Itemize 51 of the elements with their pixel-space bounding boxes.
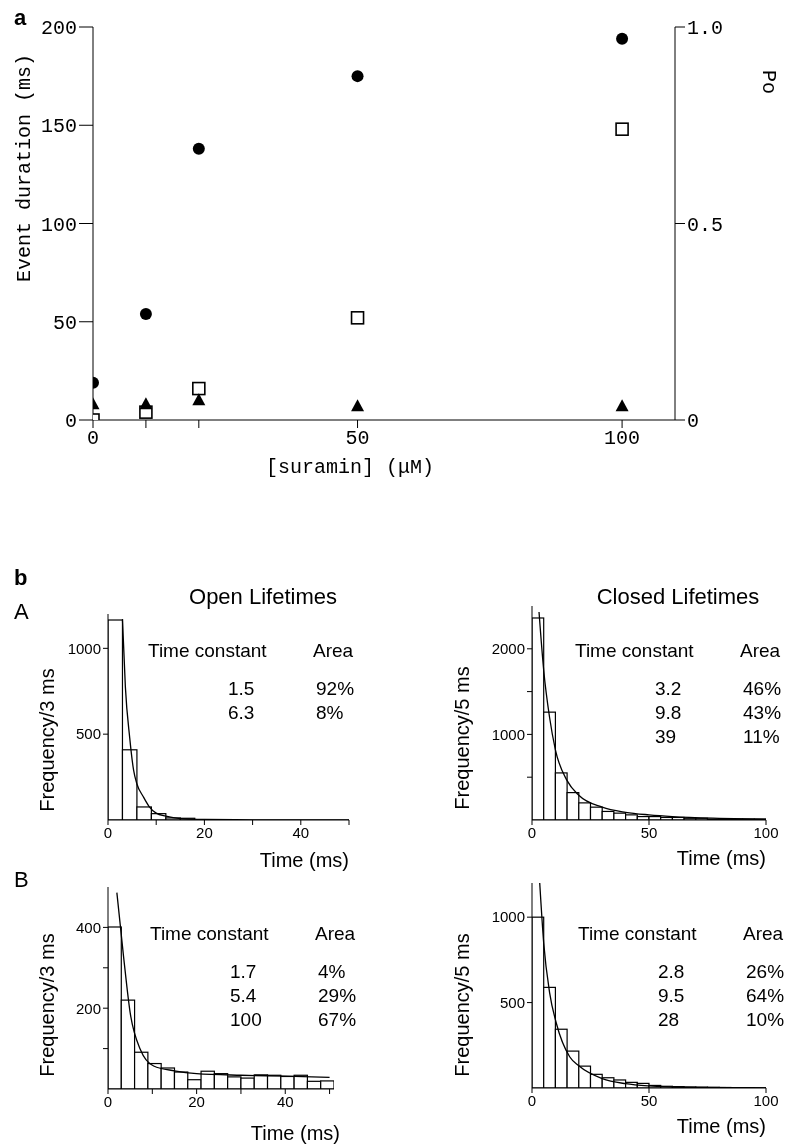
x-tick-label: 0 [527,1091,537,1109]
y-tick-label: 500 [499,993,525,1011]
y2-tick-label: 0.5 [687,213,724,237]
x-tick-label: 40 [276,1092,294,1110]
y2-tick-label: 1.0 [687,17,724,41]
x-axis-title: Time (ms) [676,1115,766,1137]
text: b [14,565,28,590]
x-axis-title: Time (ms) [676,847,766,869]
y-tick-label: 200 [40,17,77,41]
y-tick-label: 0 [64,410,77,434]
y-axis-title: Event duration (ms) [13,53,36,283]
y-axis-title: Frequency/5 ms [451,666,473,810]
x-tick-label: 100 [604,427,641,451]
y-tick-label: 100 [40,213,77,237]
x-tick-label: 50 [345,427,370,451]
x-tick-label: 0 [103,1092,113,1110]
x-tick-label: 100 [753,1091,779,1109]
text: Time constant Area 1.5 92% 6.3 8% [148,639,355,723]
y-tick-label: 150 [40,115,77,139]
y-axis-title: Frequency/3 ms [36,933,58,1077]
x-tick-label: 0 [103,823,113,841]
x-axis-title: Time (ms) [259,849,349,871]
y-axis-title: Frequency/5 ms [451,933,473,1077]
x-axis-title: [suramin] (μM) [265,456,435,479]
x-tick-label: 50 [640,1091,658,1109]
y-tick-label: 50 [52,311,77,335]
text: Time constant Area 2.8 26% 9.5 64% 28 10% [578,922,785,1030]
text: a [13,5,27,30]
y-tick-label: 400 [75,918,101,936]
x-tick-label: 0 [527,823,537,841]
text: Time constant Area 1.7 4% 5.4 29% 100 67% [150,922,357,1030]
y-tick-label: 200 [75,999,101,1017]
x-tick-label: 50 [640,823,658,841]
x-tick-label: 100 [753,823,779,841]
y-axis-title: Frequency/3 ms [36,668,58,812]
x-tick-label: 20 [196,823,213,841]
x-tick-label: 40 [292,823,310,841]
y-tick-label: 1000 [491,908,525,926]
y-tick-label: 500 [75,725,101,743]
text: Time constant Area 3.2 46% 9.8 43% 39 11% [575,639,782,747]
text: B [14,867,29,892]
chart-title: Closed Lifetimes [596,584,760,609]
y2-tick-label: 0 [687,410,700,434]
chart-title: Open Lifetimes [189,584,337,609]
y-tick-label: 2000 [491,640,525,658]
text: A [14,599,29,624]
y2-axis-title: Po [757,69,780,95]
x-tick-label: 20 [188,1092,205,1110]
y-tick-label: 1000 [491,725,525,743]
x-axis-title: Time (ms) [250,1122,340,1144]
y-tick-label: 1000 [67,639,101,657]
